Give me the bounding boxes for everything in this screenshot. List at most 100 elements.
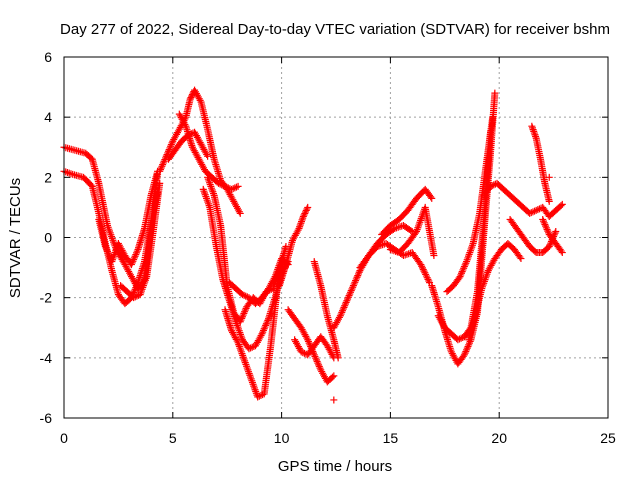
data-point (517, 255, 525, 263)
data-point (341, 302, 349, 310)
data-point (270, 274, 278, 282)
data-point (347, 288, 355, 296)
data-point (427, 193, 435, 201)
data-point (305, 339, 313, 347)
data-point (242, 292, 250, 300)
data-point (315, 363, 323, 371)
data-point (543, 225, 551, 233)
data-point (353, 273, 361, 281)
data-point (529, 208, 537, 216)
data-point (545, 243, 553, 251)
data-point (463, 346, 471, 354)
data-point (460, 264, 468, 272)
data-point (224, 184, 232, 192)
data-point (130, 256, 138, 264)
data-point (339, 307, 347, 315)
data-point (531, 247, 539, 255)
data-point (346, 290, 354, 298)
data-point (133, 280, 141, 288)
data-point (334, 354, 342, 362)
series-track-15 (310, 258, 342, 362)
data-point (460, 263, 468, 271)
data-point (131, 293, 139, 301)
data-point (101, 243, 109, 251)
data-point (424, 275, 432, 283)
data-point (558, 200, 566, 208)
data-point (314, 359, 322, 367)
data-point (299, 212, 307, 220)
data-point (160, 157, 168, 165)
data-point (344, 293, 352, 301)
data-point (345, 292, 353, 300)
data-point (130, 287, 138, 295)
data-point (130, 254, 138, 262)
data-point (258, 330, 266, 338)
data-point (102, 244, 110, 252)
data-point (298, 216, 306, 224)
data-point (530, 129, 538, 137)
data-point (312, 356, 320, 364)
data-point (423, 274, 431, 282)
data-point (457, 269, 465, 277)
data-point (299, 349, 307, 357)
x-tick-label: 5 (169, 430, 177, 446)
series-track-24 (480, 179, 566, 220)
data-point (165, 146, 173, 154)
isolated-point (330, 396, 338, 404)
data-point (315, 361, 323, 369)
data-point (259, 326, 267, 334)
data-point (296, 221, 304, 229)
y-tick-label: -4 (40, 350, 53, 366)
isolated-point (545, 173, 553, 181)
series-track-27 (539, 215, 566, 257)
data-point (528, 124, 536, 132)
data-point (526, 209, 534, 217)
data-point (157, 164, 165, 172)
data-point (552, 227, 560, 235)
data-point (486, 182, 494, 190)
data-point (297, 218, 305, 226)
data-point (302, 208, 310, 216)
data-point (131, 285, 139, 293)
data-point (457, 271, 465, 279)
data-point (295, 224, 303, 232)
data-point (303, 334, 311, 342)
data-point (489, 113, 497, 121)
data-point (168, 139, 176, 147)
y-tick-label: -2 (40, 290, 53, 306)
data-point (302, 206, 310, 214)
data-point (133, 282, 141, 290)
data-point (527, 209, 535, 217)
data-point (354, 272, 362, 280)
data-point (240, 309, 248, 317)
data-point (296, 223, 304, 231)
series-track-04 (117, 179, 164, 302)
data-point (104, 248, 112, 256)
data-point (294, 226, 302, 234)
data-point (260, 325, 268, 333)
series-track-09 (199, 185, 292, 353)
data-point (310, 351, 318, 359)
data-point (311, 352, 319, 360)
data-point (462, 259, 470, 267)
data-point (558, 249, 566, 257)
data-point (232, 183, 240, 191)
series-track-12 (275, 203, 312, 290)
data-point (241, 306, 249, 314)
data-point (546, 241, 554, 249)
data-point (158, 162, 166, 170)
data-point (532, 206, 540, 214)
data-point (304, 336, 312, 344)
data-point (350, 280, 358, 288)
data-point (257, 331, 265, 339)
data-point (528, 122, 536, 130)
data-point (342, 298, 350, 306)
data-point (457, 334, 465, 342)
data-point (340, 303, 348, 311)
data-point (545, 197, 553, 205)
data-point (300, 211, 308, 219)
data-point (531, 131, 539, 139)
data-point (529, 126, 537, 134)
